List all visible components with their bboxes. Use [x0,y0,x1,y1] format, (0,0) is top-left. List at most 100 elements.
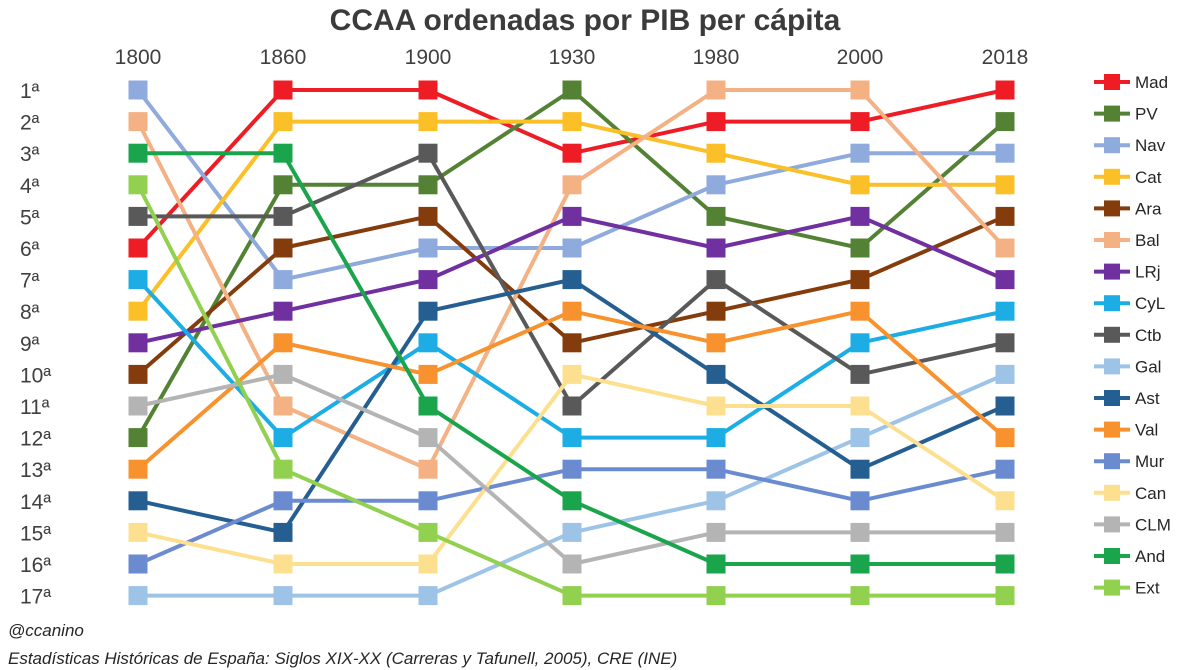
marker-clm-1900 [418,428,438,448]
y-axis-labels: 1ª 2ª 3ª 4ª 5ª 6ª 7ª 8ª 9ª 10ª 11ª 12ª 13ª 14ª 15ª 16ª 1… [20,80,51,609]
marker-pv-1800 [128,428,148,448]
marker-nav-1980 [706,175,726,195]
legend-item-ast: Ast [1094,389,1160,408]
svg-text:Can: Can [1135,484,1166,503]
y-tick-label-10: 10ª [20,364,51,387]
svg-text:Mad: Mad [1135,73,1168,92]
legend-item-lrj: LRj [1094,263,1161,282]
marker-pv-1900 [418,175,438,195]
marker-cat-2000 [850,175,870,195]
svg-text:CyL: CyL [1135,294,1165,313]
marker-clm-1860 [273,364,293,384]
marker-bal-1980 [706,80,726,100]
marker-and-2000 [850,554,870,574]
marker-val-2000 [850,301,870,321]
marker-ctb-2000 [850,364,870,384]
marker-ara-2018 [995,206,1015,226]
marker-nav-1900 [418,238,438,258]
marker-cyl-2000 [850,333,870,353]
marker-ara-1860 [273,238,293,258]
marker-cyl-1800 [128,270,148,290]
y-tick-label-16: 16ª [20,554,51,577]
marker-mad-1900 [418,80,438,100]
marker-can-1860 [273,554,293,574]
y-tick-label-7: 7ª [20,270,40,293]
legend-item-mad: Mad [1094,73,1168,92]
legend-item-and: And [1094,547,1165,566]
svg-text:LRj: LRj [1135,263,1161,282]
marker-mur-2000 [850,491,870,511]
marker-gal-1800 [128,586,148,606]
author-credit: @ccanino [8,621,84,640]
y-tick-label-12: 12ª [20,428,51,451]
legend: Mad PV Nav Cat Ara Bal LRj CyL Ctb Gal Ast Val Mur Ca… [1094,73,1171,598]
marker-gal-2018 [995,364,1015,384]
marker-pv-1930 [562,80,582,100]
marker-can-1800 [128,522,148,542]
marker-ctb-1930 [562,396,582,416]
marker-cat-1930 [562,112,582,132]
svg-text:PV: PV [1135,105,1158,124]
x-tick-label-1900: 1900 [405,46,452,69]
y-tick-label-5: 5ª [20,206,40,229]
marker-ctb-1860 [273,206,293,226]
marker-bal-2018 [995,238,1015,258]
marker-pv-1860 [273,175,293,195]
y-tick-label-13: 13ª [20,459,51,482]
legend-item-ext: Ext [1094,579,1160,598]
legend-item-cat: Cat [1094,168,1162,187]
marker-ext-2018 [995,586,1015,606]
marker-ext-1900 [418,522,438,542]
y-tick-label-2: 2ª [20,112,40,135]
legend-item-val: Val [1094,421,1158,440]
legend-item-ctb: Ctb [1094,326,1161,345]
source-note: Estadísticas Históricas de España: Siglo… [8,649,677,668]
marker-mad-1930 [562,143,582,163]
marker-clm-2018 [995,522,1015,542]
marker-mur-1930 [562,459,582,479]
legend-item-cyl: CyL [1094,294,1165,313]
marker-pv-2018 [995,112,1015,132]
svg-text:Val: Val [1135,421,1158,440]
x-axis-labels: 1800 1860 1900 1930 1980 2000 2018 [115,46,1029,69]
marker-cat-1800 [128,301,148,321]
x-tick-label-2000: 2000 [837,46,884,69]
marker-can-1900 [418,554,438,574]
marker-gal-1980 [706,491,726,511]
marker-nav-2000 [850,143,870,163]
y-tick-label-3: 3ª [20,143,40,166]
marker-can-1930 [562,364,582,384]
marker-nav-1800 [128,80,148,100]
marker-val-1900 [418,364,438,384]
marker-clm-1930 [562,554,582,574]
svg-text:Ara: Ara [1135,199,1162,218]
marker-ast-2000 [850,459,870,479]
marker-ast-1980 [706,364,726,384]
marker-ast-1930 [562,270,582,290]
marker-and-1930 [562,491,582,511]
legend-item-pv: PV [1094,105,1158,124]
legend-item-ara: Ara [1094,199,1162,218]
svg-text:Nav: Nav [1135,136,1166,155]
legend-item-nav: Nav [1094,136,1166,155]
marker-lrj-1930 [562,206,582,226]
x-tick-label-2018: 2018 [982,46,1029,69]
marker-ext-1800 [128,175,148,195]
marker-mad-2018 [995,80,1015,100]
svg-text:Ast: Ast [1135,389,1160,408]
marker-and-2018 [995,554,1015,574]
marker-ara-1900 [418,206,438,226]
marker-ctb-2018 [995,333,1015,353]
svg-text:And: And [1135,547,1165,566]
marker-can-1980 [706,396,726,416]
legend-item-can: Can [1094,484,1166,503]
marker-lrj-1900 [418,270,438,290]
marker-cat-1900 [418,112,438,132]
series-line-mur [137,467,1006,566]
marker-lrj-1800 [128,333,148,353]
svg-text:Bal: Bal [1135,231,1160,250]
marker-ara-1980 [706,301,726,321]
marker-cyl-2018 [995,301,1015,321]
y-tick-label-9: 9ª [20,333,40,356]
